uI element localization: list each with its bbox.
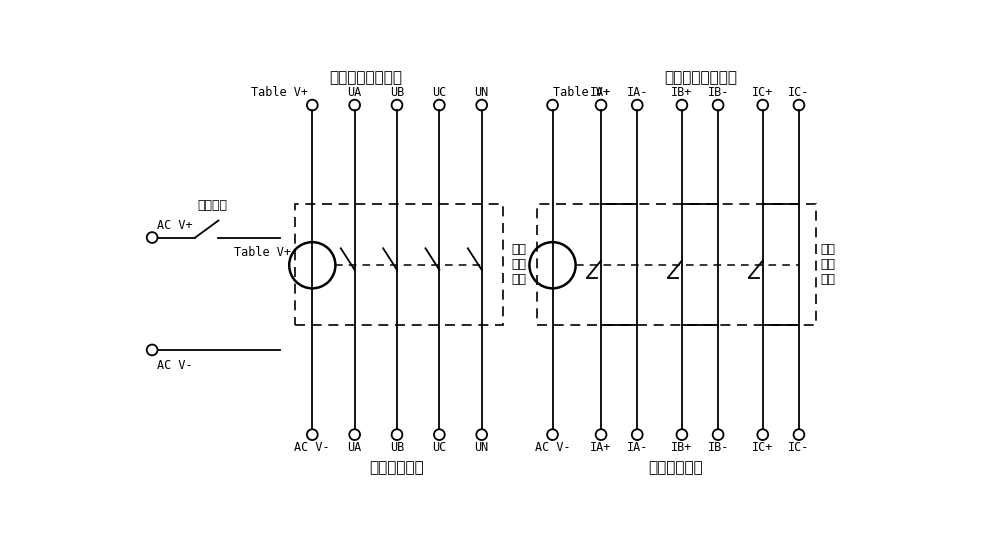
Text: IA+: IA+ bbox=[590, 86, 612, 99]
Text: 功率源接线侧: 功率源接线侧 bbox=[370, 460, 424, 475]
Text: IC+: IC+ bbox=[752, 86, 773, 99]
Text: IB+: IB+ bbox=[671, 86, 693, 99]
Text: IB-: IB- bbox=[707, 86, 729, 99]
Text: Table V+: Table V+ bbox=[553, 86, 610, 99]
Text: IA-: IA- bbox=[627, 86, 648, 99]
Text: UC: UC bbox=[432, 441, 446, 454]
Text: IA+: IA+ bbox=[590, 441, 612, 454]
Text: 常闭
型接
触器: 常闭 型接 触器 bbox=[820, 243, 836, 286]
Text: Table V+: Table V+ bbox=[234, 247, 291, 260]
Text: UC: UC bbox=[432, 86, 446, 99]
Text: UN: UN bbox=[475, 441, 489, 454]
Text: IC-: IC- bbox=[788, 441, 810, 454]
Bar bbox=[295, 204, 503, 325]
Text: AC V-: AC V- bbox=[535, 441, 570, 454]
Text: IC-: IC- bbox=[788, 86, 810, 99]
Bar bbox=[537, 204, 816, 325]
Text: IB+: IB+ bbox=[671, 441, 693, 454]
Text: UA: UA bbox=[348, 441, 362, 454]
Text: UB: UB bbox=[390, 86, 404, 99]
Text: IC+: IC+ bbox=[752, 441, 773, 454]
Text: UN: UN bbox=[475, 86, 489, 99]
Text: UB: UB bbox=[390, 441, 404, 454]
Text: IA-: IA- bbox=[627, 441, 648, 454]
Text: Table V+: Table V+ bbox=[251, 86, 308, 99]
Text: UA: UA bbox=[348, 86, 362, 99]
Text: AC V+: AC V+ bbox=[157, 219, 192, 231]
Text: 光电开关: 光电开关 bbox=[197, 199, 227, 212]
Text: AC V-: AC V- bbox=[157, 359, 192, 372]
Text: 常开
型接
触器: 常开 型接 触器 bbox=[511, 243, 526, 286]
Text: IB-: IB- bbox=[707, 441, 729, 454]
Text: 功率源接线侧: 功率源接线侧 bbox=[648, 460, 703, 475]
Text: 电力监控仪接线侧: 电力监控仪接线侧 bbox=[665, 70, 738, 85]
Text: AC V-: AC V- bbox=[294, 441, 330, 454]
Text: 电力监控仪接线侧: 电力监控仪接线侧 bbox=[330, 70, 403, 85]
